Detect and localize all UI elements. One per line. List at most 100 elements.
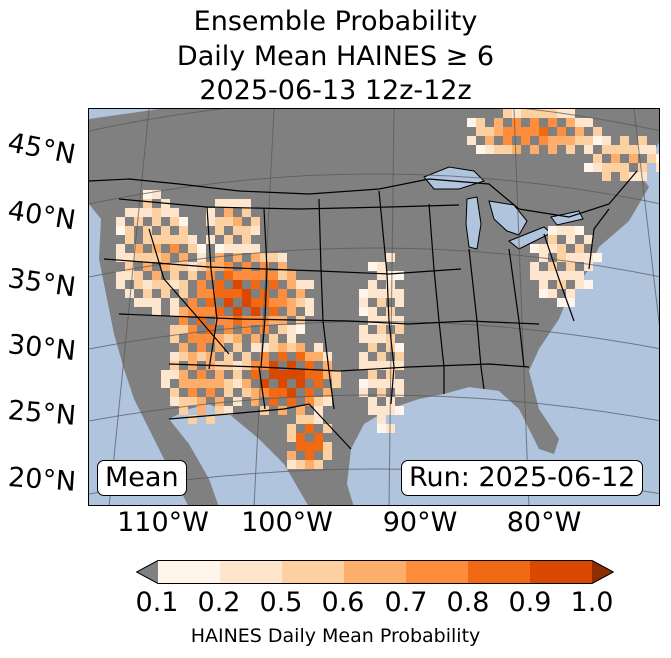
colorbar-over-arrow xyxy=(592,560,614,584)
probability-cell xyxy=(188,298,197,307)
probability-cell xyxy=(503,145,512,154)
probability-cell xyxy=(206,415,215,424)
probability-cell xyxy=(602,172,611,181)
probability-cell xyxy=(494,145,503,154)
probability-cell xyxy=(314,379,323,388)
probability-cell xyxy=(143,280,152,289)
probability-cell xyxy=(386,289,395,298)
probability-cell xyxy=(215,370,224,379)
probability-cell xyxy=(197,253,206,262)
probability-cell xyxy=(269,388,278,397)
probability-cell xyxy=(260,379,269,388)
probability-cell xyxy=(629,172,638,181)
probability-cell xyxy=(512,109,521,118)
probability-cell xyxy=(296,280,305,289)
probability-cell xyxy=(521,109,530,118)
probability-cell xyxy=(152,280,161,289)
probability-cell xyxy=(125,289,134,298)
probability-cell xyxy=(260,361,269,370)
probability-cell xyxy=(215,262,224,271)
probability-cell xyxy=(170,298,179,307)
probability-cell xyxy=(188,352,197,361)
probability-cell xyxy=(251,388,260,397)
probability-cell xyxy=(395,289,404,298)
probability-cell xyxy=(467,136,476,145)
probability-cell xyxy=(287,424,296,433)
probability-cell xyxy=(647,145,656,154)
probability-cell xyxy=(314,442,323,451)
probability-cell xyxy=(224,208,233,217)
probability-cell xyxy=(143,208,152,217)
probability-cell xyxy=(557,298,566,307)
probability-cell xyxy=(485,145,494,154)
chart-title-line-1: Ensemble Probability xyxy=(193,6,478,37)
probability-cell xyxy=(215,397,224,406)
probability-cell xyxy=(566,226,575,235)
probability-cell xyxy=(305,460,314,469)
probability-cell xyxy=(539,127,548,136)
probability-cell xyxy=(206,307,215,316)
probability-cell xyxy=(206,271,215,280)
lake-superior xyxy=(423,166,485,190)
probability-cell xyxy=(206,325,215,334)
probability-cell xyxy=(152,208,161,217)
probability-cell xyxy=(476,118,485,127)
probability-cell xyxy=(179,406,188,415)
probability-cell xyxy=(314,397,323,406)
probability-cell xyxy=(269,280,278,289)
probability-cell xyxy=(242,262,251,271)
probability-cell xyxy=(584,145,593,154)
probability-cell xyxy=(188,415,197,424)
probability-cell xyxy=(197,334,206,343)
probability-cell xyxy=(242,235,251,244)
probability-cell xyxy=(179,325,188,334)
latitude-label-25n: 25°N xyxy=(6,395,78,432)
probability-cell xyxy=(566,298,575,307)
probability-cell xyxy=(386,280,395,289)
probability-cell xyxy=(287,388,296,397)
probability-cell xyxy=(575,253,584,262)
probability-cell xyxy=(224,316,233,325)
probability-cell xyxy=(557,226,566,235)
probability-cell xyxy=(314,343,323,352)
probability-cell xyxy=(233,199,242,208)
probability-cell xyxy=(287,307,296,316)
probability-cell xyxy=(170,244,179,253)
probability-cell xyxy=(530,127,539,136)
probability-cell xyxy=(305,361,314,370)
probability-cell xyxy=(611,154,620,163)
probability-cell xyxy=(359,361,368,370)
probability-cell xyxy=(305,415,314,424)
probability-cell xyxy=(503,109,512,118)
probability-cell xyxy=(296,406,305,415)
probability-cell xyxy=(566,136,575,145)
probability-cell xyxy=(395,352,404,361)
probability-cell xyxy=(179,343,188,352)
probability-cell xyxy=(296,415,305,424)
probability-cell xyxy=(242,379,251,388)
colorbar-under-arrow xyxy=(136,560,158,584)
graticule-line xyxy=(89,109,659,132)
probability-cell xyxy=(125,253,134,262)
probability-cell xyxy=(188,271,197,280)
probability-cell xyxy=(215,253,224,262)
probability-cell xyxy=(215,379,224,388)
probability-cell xyxy=(179,289,188,298)
probability-cell xyxy=(251,316,260,325)
probability-cell xyxy=(395,271,404,280)
probability-cell xyxy=(656,154,659,163)
probability-cell xyxy=(179,307,188,316)
probability-cell xyxy=(197,244,206,253)
probability-cell xyxy=(125,235,134,244)
probability-cell xyxy=(539,280,548,289)
probability-cell xyxy=(179,316,188,325)
probability-cell xyxy=(305,280,314,289)
probability-cell xyxy=(233,379,242,388)
probability-cell xyxy=(116,253,125,262)
probability-cell xyxy=(206,289,215,298)
probability-cell xyxy=(368,280,377,289)
probability-cell xyxy=(503,127,512,136)
probability-cell xyxy=(332,379,341,388)
probability-cell xyxy=(287,298,296,307)
probability-cell xyxy=(161,262,170,271)
